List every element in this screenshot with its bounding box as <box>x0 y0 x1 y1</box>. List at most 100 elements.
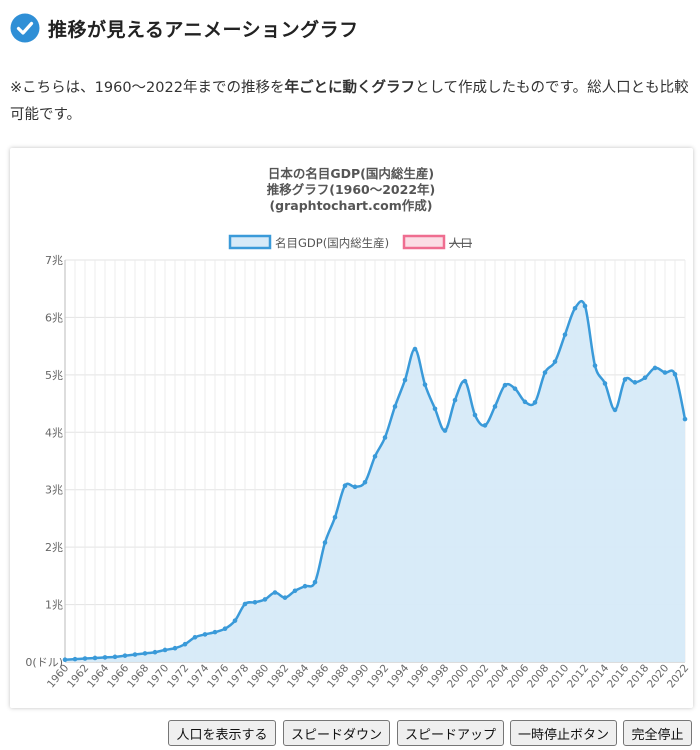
gdp-data-point <box>82 656 88 661</box>
x-tick-label: 2010 <box>545 662 571 690</box>
section-title: 推移が見えるアニメーショングラフ <box>48 18 359 41</box>
gdp-data-point <box>172 645 178 651</box>
gdp-data-point <box>452 397 458 403</box>
y-tick-label: 5兆 <box>45 369 63 382</box>
description-text-end: として作成したものです。総人口とも比較可能です。 <box>10 79 689 123</box>
description-emphasis: 年ごとに動くグラフ <box>284 79 415 96</box>
chart-title-line: 推移グラフ(1960〜2022年) <box>267 182 436 197</box>
x-tick-label: 1982 <box>265 662 291 690</box>
y-tick-label: 7兆 <box>45 254 63 267</box>
gdp-data-point <box>612 407 618 413</box>
gdp-data-point <box>302 583 308 589</box>
description: ※こちらは、1960〜2022年までの推移を年ごとに動くグラフとして作成したもの… <box>10 75 690 129</box>
gdp-data-point <box>322 540 328 545</box>
gdp-data-point <box>492 404 498 409</box>
x-tick-label: 1970 <box>145 662 171 690</box>
speed-up-button[interactable]: スピードアップ <box>397 720 504 746</box>
x-tick-label: 1962 <box>65 662 91 690</box>
gdp-data-point <box>672 371 678 377</box>
gdp-data-point <box>92 655 98 661</box>
gdp-data-point <box>122 653 128 658</box>
chart-card: 日本の名目GDP(国内総生産) 推移グラフ(1960〜2022年) (graphto… <box>10 148 693 708</box>
gdp-data-point <box>242 601 248 607</box>
x-tick-label: 1972 <box>165 662 191 690</box>
gdp-data-point <box>502 382 508 388</box>
y-tick-label: 3兆 <box>45 484 63 497</box>
gdp-data-point <box>572 305 578 311</box>
gdp-data-point <box>542 370 548 375</box>
gdp-data-point <box>62 657 68 663</box>
gdp-data-point <box>552 359 558 364</box>
x-tick-label: 2020 <box>645 662 671 690</box>
stop-button[interactable]: 完全停止 <box>623 720 692 746</box>
x-tick-label: 1978 <box>225 662 251 690</box>
gdp-data-point <box>252 599 258 605</box>
gdp-data-point <box>382 435 388 440</box>
speed-down-button[interactable]: スピードダウン <box>283 720 390 746</box>
section-header: 推移が見えるアニメーショングラフ <box>10 12 359 44</box>
gdp-data-point <box>312 579 318 585</box>
gdp-data-point <box>142 651 148 656</box>
x-tick-label: 2008 <box>525 662 551 690</box>
legend-swatch-gdp <box>228 234 272 250</box>
gdp-data-point <box>352 484 358 490</box>
gdp-data-point <box>192 635 198 640</box>
gdp-data-point <box>332 514 338 520</box>
gdp-data-point <box>422 382 428 387</box>
gdp-data-point <box>162 647 168 653</box>
show-population-button[interactable]: 人口を表示する <box>168 720 276 746</box>
gdp-data-point <box>442 428 448 433</box>
gdp-data-point <box>202 632 208 637</box>
x-tick-label: 1988 <box>325 662 351 690</box>
gdp-data-point <box>462 378 468 384</box>
gdp-data-point <box>472 412 478 418</box>
gdp-data-point <box>652 365 658 371</box>
gdp-data-point <box>622 377 628 382</box>
gdp-data-point <box>432 406 438 412</box>
gdp-data-point <box>592 363 598 368</box>
gdp-data-point <box>342 483 348 488</box>
gdp-data-point <box>362 479 368 485</box>
y-tick-label: 2兆 <box>45 541 63 554</box>
gdp-data-point <box>152 649 158 655</box>
x-tick-label: 2002 <box>465 662 491 690</box>
gdp-data-point <box>412 346 418 352</box>
gdp-data-point <box>212 629 218 635</box>
x-tick-label: 2000 <box>445 662 471 690</box>
gdp-data-point <box>132 652 138 657</box>
gdp-area-fill <box>65 301 685 662</box>
x-tick-label: 1968 <box>125 662 151 690</box>
description-text: ※こちらは、1960〜2022年までの推移を <box>10 79 285 96</box>
x-tick-label: 2018 <box>625 662 651 690</box>
x-tick-label: 1980 <box>245 662 271 690</box>
x-tick-label: 2012 <box>565 662 591 690</box>
gdp-data-point <box>102 655 108 660</box>
gdp-data-point <box>282 595 288 600</box>
gdp-data-point <box>272 590 278 595</box>
gdp-data-point <box>72 656 78 662</box>
gdp-data-point <box>182 641 188 647</box>
gdp-data-point <box>292 588 298 594</box>
x-tick-label: 1998 <box>425 662 451 690</box>
gdp-chart: 日本の名目GDP(国内総生産)推移グラフ(1960〜2022年)(graphto… <box>25 166 691 690</box>
gdp-data-point <box>632 380 638 385</box>
legend-label-population: 人口 <box>449 236 472 250</box>
gdp-data-point <box>562 332 568 337</box>
gdp-data-point <box>522 399 528 405</box>
gdp-data-point <box>372 454 378 459</box>
y-tick-label: 0(ドル) <box>25 656 63 669</box>
x-tick-label: 2022 <box>665 662 691 690</box>
x-tick-label: 1992 <box>365 662 391 690</box>
gdp-data-point <box>262 597 268 602</box>
y-tick-label: 6兆 <box>45 311 63 324</box>
gdp-data-point <box>642 375 648 381</box>
gdp-data-point <box>662 370 668 375</box>
gdp-data-point <box>392 404 398 409</box>
legend-label-gdp: 名目GDP(国内総生産) <box>275 236 389 250</box>
pause-button[interactable]: 一時停止ボタン <box>510 720 617 746</box>
x-tick-label: 1990 <box>345 662 371 690</box>
chart-title-line: (graphtochart.com作成) <box>269 198 432 213</box>
gdp-data-point <box>682 416 688 422</box>
chart-title-line: 日本の名目GDP(国内総生産) <box>268 166 434 181</box>
check-circle-icon <box>10 13 40 43</box>
